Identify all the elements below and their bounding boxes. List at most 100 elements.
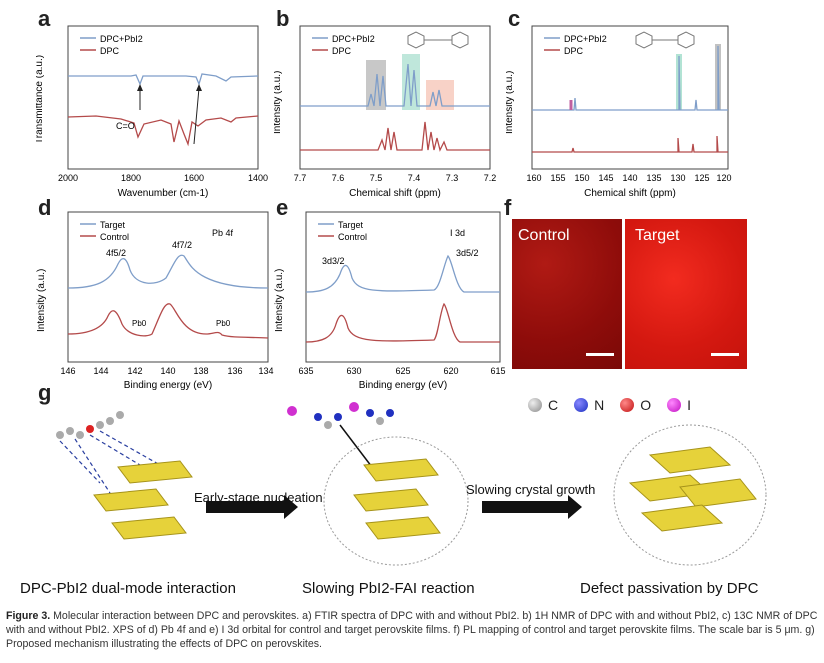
series-red (67, 115, 259, 147)
atom-legend: C N O I (528, 397, 691, 413)
co-label: C=O (116, 121, 135, 131)
svg-text:7.5: 7.5 (370, 173, 383, 183)
legend-text: DPC (332, 46, 352, 56)
svg-text:Intensity (a.u.): Intensity (a.u.) (506, 71, 515, 134)
svg-text:1400: 1400 (248, 173, 268, 183)
svg-text:Binding energy (eV): Binding energy (eV) (124, 380, 212, 391)
scale-bar (586, 353, 614, 356)
svg-text:Intensity (a.u.): Intensity (a.u.) (274, 71, 283, 134)
svg-text:625: 625 (395, 366, 410, 376)
svg-text:7.6: 7.6 (332, 173, 345, 183)
molecule-structure (407, 31, 469, 49)
svg-text:Chemical shift (ppm): Chemical shift (ppm) (584, 188, 676, 199)
legend-text: DPC+PbI2 (100, 34, 143, 44)
annot-arrow (193, 87, 200, 145)
svg-text:DPC: DPC (564, 46, 584, 56)
plot-frame (67, 25, 259, 170)
carbon-atom-icon (528, 398, 542, 412)
svg-text:160: 160 (526, 173, 541, 183)
svg-text:3d3/2: 3d3/2 (322, 256, 345, 266)
svg-text:Chemical shift (ppm): Chemical shift (ppm) (349, 188, 441, 199)
svg-text:3d5/2: 3d5/2 (456, 248, 479, 258)
xps-i-chart: Target Control I 3d 3d3/2 3d5/2 Intensit… (274, 211, 506, 391)
svg-text:1800: 1800 (121, 173, 141, 183)
iodine-atom-icon (667, 398, 682, 412)
arrow-right-icon (482, 495, 582, 519)
svg-text:630: 630 (346, 366, 361, 376)
highlight-teal (402, 54, 420, 110)
cnmr-chart: DPC+PbI2 DPC Intensity (a.u.) 160 155 15… (506, 25, 732, 199)
pl-map-control-label: Control (518, 227, 570, 244)
figure-caption-text: Molecular interaction between DPC and pe… (6, 610, 818, 650)
ftir-chart: DPC+PbI2 DPC C=O Transmittance (a.u.) 20… (36, 25, 268, 199)
svg-text:Target: Target (100, 220, 126, 230)
svg-text:615: 615 (490, 366, 505, 376)
svg-text:135: 135 (646, 173, 661, 183)
svg-text:144: 144 (93, 366, 108, 376)
legend-text: DPC (100, 46, 120, 56)
svg-text:120: 120 (716, 173, 731, 183)
oxygen-atom-icon (620, 398, 635, 412)
hnmr-chart: DPC+PbI2 DPC Intensity (a.u.) 7.7 7.6 7.… (274, 25, 497, 199)
svg-text:2000: 2000 (58, 173, 78, 183)
mechanism-schematic (56, 402, 767, 566)
svg-text:4f5/2: 4f5/2 (106, 248, 126, 258)
dpc-molecule-left (56, 411, 124, 439)
svg-text:Intensity (a.u.): Intensity (a.u.) (274, 269, 285, 332)
svg-text:138: 138 (193, 366, 208, 376)
svg-text:Pb0: Pb0 (132, 319, 147, 328)
svg-text:Intensity (a.u.): Intensity (a.u.) (36, 269, 47, 332)
xps-pb-chart: Target Control Pb 4f 4f5/2 4f7/2 Pb0 Pb0… (36, 211, 274, 391)
svg-text:DPC+PbI2: DPC+PbI2 (564, 34, 607, 44)
caption-slowing-reaction: Slowing PbI2-FAI reaction (302, 580, 475, 597)
pl-map-control: Control (512, 219, 622, 369)
svg-text:134: 134 (258, 366, 273, 376)
svg-text:4f7/2: 4f7/2 (172, 240, 192, 250)
arrow-right-icon (206, 495, 298, 519)
svg-text:Control: Control (338, 232, 367, 242)
series-blue (68, 73, 259, 86)
caption-dual-mode: DPC-PbI2 dual-mode interaction (20, 580, 236, 597)
svg-text:7.7: 7.7 (294, 173, 307, 183)
arrow-label-growth: Slowing crystal growth (466, 482, 596, 497)
panel-label-f: f (504, 195, 512, 220)
nitrogen-atom-icon (574, 398, 589, 412)
panel-label-c: c (508, 6, 521, 31)
svg-text:136: 136 (227, 366, 242, 376)
arrow-label-nucleation: Early-stage nucleation (194, 490, 323, 505)
svg-text:130: 130 (670, 173, 685, 183)
pbi2-slab (93, 460, 193, 540)
svg-text:1600: 1600 (184, 173, 204, 183)
svg-text:140: 140 (622, 173, 637, 183)
panel-label-a: a (38, 6, 51, 31)
figure-caption-head: Figure 3. (6, 610, 51, 622)
y-axis-label: Transmittance (a.u.) (36, 55, 45, 144)
svg-text:150: 150 (574, 173, 589, 183)
pl-map-target-label: Target (635, 227, 680, 244)
caption-defect-passivation: Defect passivation by DPC (580, 580, 759, 597)
pl-map-target: Target (625, 219, 747, 369)
fai-molecules (287, 402, 394, 429)
legend-text: DPC+PbI2 (332, 34, 375, 44)
svg-text:I 3d: I 3d (450, 228, 465, 238)
svg-text:146: 146 (60, 366, 75, 376)
svg-text:140: 140 (160, 366, 175, 376)
svg-text:125: 125 (694, 173, 709, 183)
scale-bar (711, 353, 739, 356)
svg-text:7.2: 7.2 (484, 173, 497, 183)
svg-text:7.3: 7.3 (446, 173, 459, 183)
svg-text:Pb 4f: Pb 4f (212, 228, 234, 238)
x-ticks: 2000 1800 1600 1400 (58, 173, 268, 183)
panel-label-e: e (276, 195, 289, 220)
svg-text:7.4: 7.4 (408, 173, 421, 183)
svg-text:155: 155 (550, 173, 565, 183)
svg-text:145: 145 (598, 173, 613, 183)
svg-text:142: 142 (127, 366, 142, 376)
panel-label-d: d (38, 195, 52, 220)
svg-text:Target: Target (338, 220, 364, 230)
panel-label-b: b (276, 6, 290, 31)
svg-text:620: 620 (443, 366, 458, 376)
svg-text:635: 635 (298, 366, 313, 376)
x-axis-label: Wavenumber (cm-1) (118, 188, 209, 199)
svg-text:Pb0: Pb0 (216, 319, 231, 328)
